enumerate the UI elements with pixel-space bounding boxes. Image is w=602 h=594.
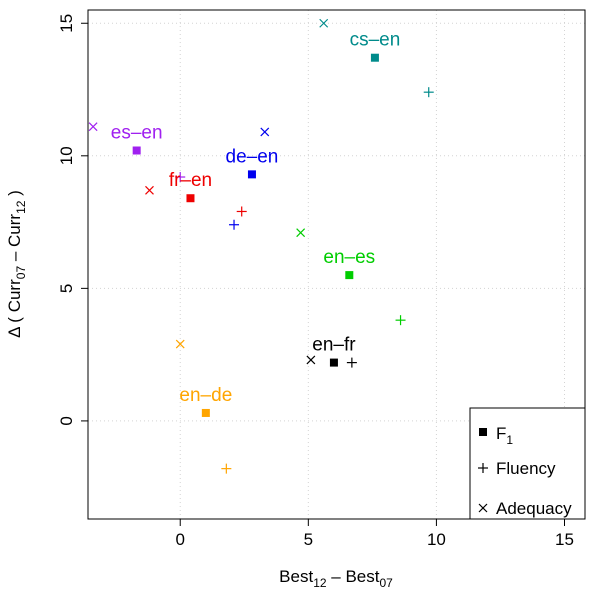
x-tick-label: 10 xyxy=(427,530,446,549)
legend-adequacy-label: Adequacy xyxy=(496,499,572,518)
pair-label: cs–en xyxy=(350,30,401,51)
fluency-point xyxy=(395,315,406,326)
axis-ticks: 0 5 10 15 0 5 10 15 xyxy=(57,14,574,549)
adequacy-point-b xyxy=(175,339,185,349)
f1-point xyxy=(201,408,210,417)
y-tick-label: 10 xyxy=(57,146,76,165)
adequacy-point xyxy=(175,339,185,349)
pair-label: en–de xyxy=(179,385,232,406)
legend-box xyxy=(469,407,586,520)
f1-point xyxy=(370,53,379,62)
fluency-point xyxy=(236,206,247,217)
fluency-point xyxy=(423,87,434,98)
f1-point xyxy=(132,146,141,155)
adequacy-point xyxy=(145,185,154,195)
fluency-point xyxy=(221,463,232,474)
x-tick-label: 15 xyxy=(555,530,574,549)
pair-label: fr–en xyxy=(169,170,212,191)
y-tick-label: 0 xyxy=(57,416,76,425)
adequacy-point-b xyxy=(260,127,270,137)
f1-point xyxy=(345,271,354,280)
adequacy-point xyxy=(306,355,316,365)
adequacy-point xyxy=(296,228,306,238)
f1-point xyxy=(247,170,256,179)
adequacy-point xyxy=(88,122,98,132)
f1-point xyxy=(186,194,195,203)
legend-fluency-label: Fluency xyxy=(496,459,556,478)
f1-point xyxy=(329,358,338,367)
adequacy-point xyxy=(319,18,329,28)
pair-label: es–en xyxy=(111,123,163,144)
y-tick-label: 15 xyxy=(57,14,76,33)
adequacy-point-b xyxy=(145,185,154,195)
legend-adequacy-marker xyxy=(478,503,488,513)
fluency-point xyxy=(175,172,186,183)
legend-f1-label: F1 xyxy=(496,424,513,447)
adequacy-point-b xyxy=(88,122,98,132)
x-axis-title: Best12 – Best07 xyxy=(279,567,393,590)
pair-label: en–fr xyxy=(312,335,356,356)
data-points xyxy=(88,18,434,474)
adequacy-point-b xyxy=(296,228,306,238)
legend-fluency-marker xyxy=(478,463,488,473)
adequacy-point-b xyxy=(306,355,316,365)
legend-f1-marker xyxy=(479,428,487,436)
legend: F1 Fluency Adequacy xyxy=(469,407,586,520)
fluency-point xyxy=(229,219,240,230)
y-tick-label: 5 xyxy=(57,284,76,293)
fluency-point xyxy=(346,357,357,368)
x-tick-label: 0 xyxy=(175,530,184,549)
plot-frame xyxy=(87,9,586,520)
adequacy-point-b xyxy=(319,18,329,28)
pair-label: de–en xyxy=(226,146,279,167)
pair-labels: cs–en es–en de–en fr–en en–es en–fr en–de xyxy=(111,30,400,406)
pair-label: en–es xyxy=(323,247,375,268)
y-axis-title: Δ ( Curr07 – Curr12 ) xyxy=(5,190,28,338)
x-tick-label: 5 xyxy=(304,530,313,549)
adequacy-point xyxy=(260,127,270,137)
